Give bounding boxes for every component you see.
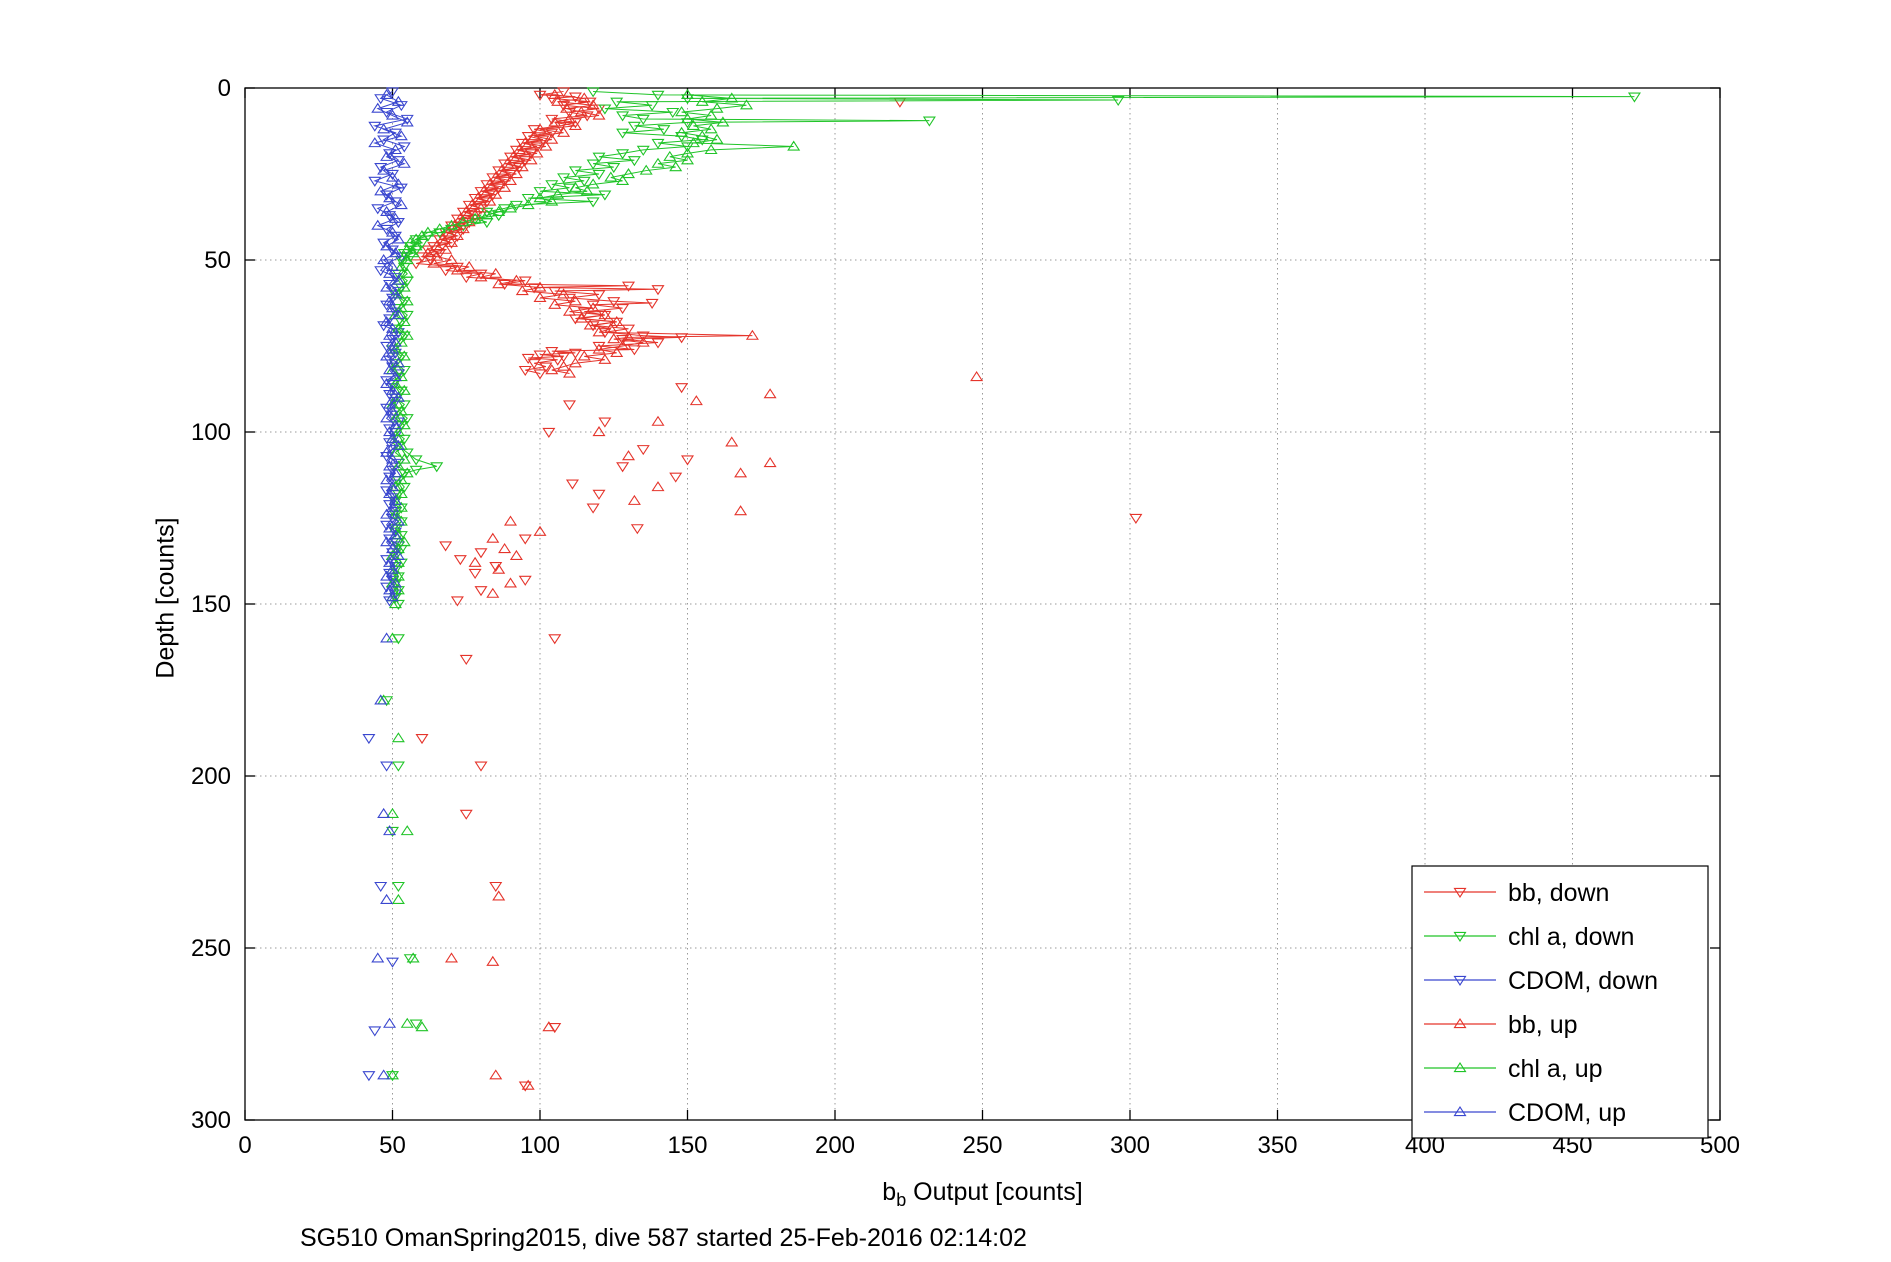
svg-text:250: 250: [191, 935, 231, 962]
series-cdom-down: [362, 87, 414, 1082]
svg-text:150: 150: [667, 1132, 707, 1159]
series-bb-down: [409, 87, 1143, 1092]
legend-entry: CDOM, up: [1424, 1099, 1626, 1127]
tick-marks: [244, 87, 1721, 1121]
series-bb-up: [421, 88, 984, 1090]
svg-text:chl a, up: chl a, up: [1508, 1055, 1603, 1083]
legend: bb, down chl a, down CDOM, down bb, up chl a…: [1411, 865, 1709, 1139]
legend-entry: chl a, down: [1424, 923, 1634, 951]
x-axis-label: bb Output [counts]: [245, 1178, 1720, 1211]
svg-text:chl a, down: chl a, down: [1508, 923, 1634, 951]
svg-text:CDOM, up: CDOM, up: [1508, 1099, 1626, 1127]
legend-entry: bb, up: [1424, 1011, 1578, 1039]
y-axis-label: Depth [counts]: [151, 517, 180, 679]
legend-entry: CDOM, down: [1424, 967, 1658, 995]
svg-text:0: 0: [238, 1132, 251, 1159]
xlabel-rest: Output [counts]: [906, 1178, 1083, 1206]
figure-caption: SG510 OmanSpring2015, dive 587 started 2…: [300, 1224, 1027, 1252]
svg-text:300: 300: [1110, 1132, 1150, 1159]
series-cdom-up: [368, 88, 414, 1080]
legend-entry: chl a, up: [1424, 1055, 1603, 1083]
svg-text:0: 0: [218, 75, 231, 102]
svg-text:200: 200: [191, 763, 231, 790]
svg-text:50: 50: [204, 247, 231, 274]
svg-text:100: 100: [191, 419, 231, 446]
series-chl-a-up: [377, 88, 801, 1080]
svg-text:150: 150: [191, 591, 231, 618]
svg-text:CDOM, down: CDOM, down: [1508, 967, 1658, 995]
legend-entry: bb, down: [1424, 879, 1609, 907]
svg-text:300: 300: [191, 1107, 231, 1134]
svg-text:bb, up: bb, up: [1508, 1011, 1578, 1039]
svg-text:50: 50: [379, 1132, 406, 1159]
svg-text:bb, down: bb, down: [1508, 879, 1609, 907]
tick-labels: 0 50 100 150 200 250 300 350 400 450 5000501001502…: [191, 75, 1740, 1159]
svg-text:350: 350: [1257, 1132, 1297, 1159]
svg-text:100: 100: [520, 1132, 560, 1159]
svg-text:200: 200: [815, 1132, 855, 1159]
xlabel-sub: b: [896, 1190, 907, 1210]
xlabel-main: b: [882, 1178, 897, 1206]
svg-text:250: 250: [962, 1132, 1002, 1159]
